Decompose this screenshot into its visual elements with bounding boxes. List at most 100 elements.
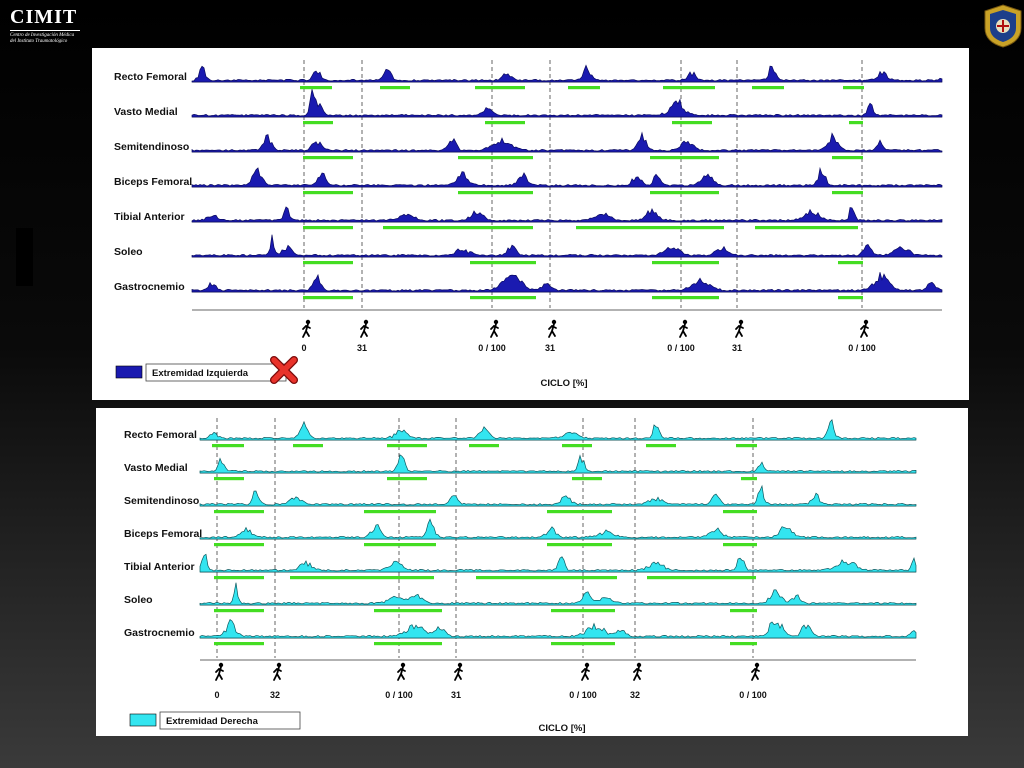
stance-bar [652,296,719,300]
muscle-label: Gastrocnemio [124,627,195,639]
stance-bar [303,296,353,300]
university-seal-icon [984,4,1022,48]
x-axis-label: CICLO [%] [541,378,588,389]
muscle-label: Gastrocnemio [114,281,185,293]
stance-bar [380,86,410,90]
emg-envelope [191,89,943,118]
cycle-event-label: 0 / 100 [478,343,506,353]
stance-bar [458,191,533,195]
logo-subtitle-line: Centro de Investigación Médica [10,33,75,38]
stance-bar [214,510,264,514]
stance-bar [476,576,617,580]
stance-bar [214,477,244,481]
x-axis-label: CICLO [%] [539,723,586,734]
gait-runner-icon [679,319,688,338]
red-x-icon [270,356,298,384]
gait-runner-icon [548,319,557,338]
logo-subtitle-line: del Instituto Traumatológico [10,39,68,44]
stance-bar [214,576,264,580]
cycle-event-label: 31 [357,343,367,353]
stance-bar [303,226,353,230]
muscle-label: Vasto Medial [124,462,188,474]
stance-bar [458,156,533,160]
stance-bar [300,86,332,90]
stance-bar [755,226,858,230]
muscle-label: Tibial Anterior [124,561,195,573]
stance-bar [576,226,724,230]
muscle-label: Tibial Anterior [114,211,185,223]
emg-envelope [199,553,917,573]
stance-bar [364,543,436,547]
legend-box [159,711,301,730]
cycle-event-label: 32 [630,690,640,700]
stance-bar [832,191,863,195]
stance-bar [736,444,757,448]
emg-envelope [191,206,943,223]
stance-bar [387,477,427,481]
side-bar [16,228,33,286]
stance-bar [470,261,536,265]
cycle-event-label: 0 / 100 [848,343,876,353]
stance-bar [469,444,499,448]
gait-runner-icon [215,662,224,681]
stance-bar [364,510,436,514]
stance-bar [214,642,264,646]
stance-bar [551,642,615,646]
muscle-label: Semitendinoso [124,495,199,507]
stance-bar [475,86,525,90]
stance-bar [547,543,612,547]
right-limb-emg-chart: Recto Femoral Vasto Medial Semitendinoso Bi… [124,418,917,734]
emg-envelope [199,582,917,606]
stance-bar [562,444,592,448]
stance-bar [572,477,602,481]
stance-bar [672,121,712,125]
legend-swatch [115,365,143,379]
gait-runner-icon [751,662,760,681]
stance-bar [843,86,864,90]
stance-bar [374,609,442,613]
cimit-logo: CIMIT Centro de Investigación Médica del… [10,6,90,45]
stance-bar [303,261,353,265]
gait-runner-icon [397,662,406,681]
left-limb-panel: Recto Femoral Vasto Medial Semitendinoso Bi… [92,48,969,400]
muscle-label: Semitendinoso [114,141,189,153]
stance-bar [303,191,353,195]
cycle-event-label: 31 [545,343,555,353]
muscle-label: Soleo [114,246,143,258]
gait-runner-icon [860,319,869,338]
stance-bar [551,609,615,613]
stance-bar [730,642,757,646]
logo-title: CIMIT [10,6,78,28]
gait-runner-icon [273,662,282,681]
stance-bar [723,510,757,514]
stance-bar [293,444,323,448]
gait-runner-icon [490,319,499,338]
stance-bar [663,86,715,90]
muscle-label: Recto Femoral [114,71,187,83]
cycle-event-label: 0 / 100 [739,690,767,700]
emg-envelope [191,166,943,188]
stance-bar [214,609,264,613]
stance-bar [650,156,719,160]
emg-envelope [191,131,943,153]
gait-runner-icon [633,662,642,681]
emg-envelope [199,419,917,441]
stance-bar [547,510,612,514]
emg-envelope [191,272,943,293]
gait-runner-icon [360,319,369,338]
cycle-event-label: 0 / 100 [385,690,413,700]
stance-bar [849,121,863,125]
stance-bar [647,576,756,580]
emg-envelope [191,64,943,83]
muscle-label: Vasto Medial [114,106,178,118]
stance-bar [650,191,719,195]
legend-label: Extremidad Izquierda [152,368,249,379]
stance-bar [303,121,333,125]
stance-bar [752,86,784,90]
cycle-event-label: 31 [451,690,461,700]
emg-envelope [199,618,917,639]
stance-bar [383,226,533,230]
stance-bar [374,642,442,646]
legend-swatch [129,713,157,727]
cycle-event-label: 32 [270,690,280,700]
